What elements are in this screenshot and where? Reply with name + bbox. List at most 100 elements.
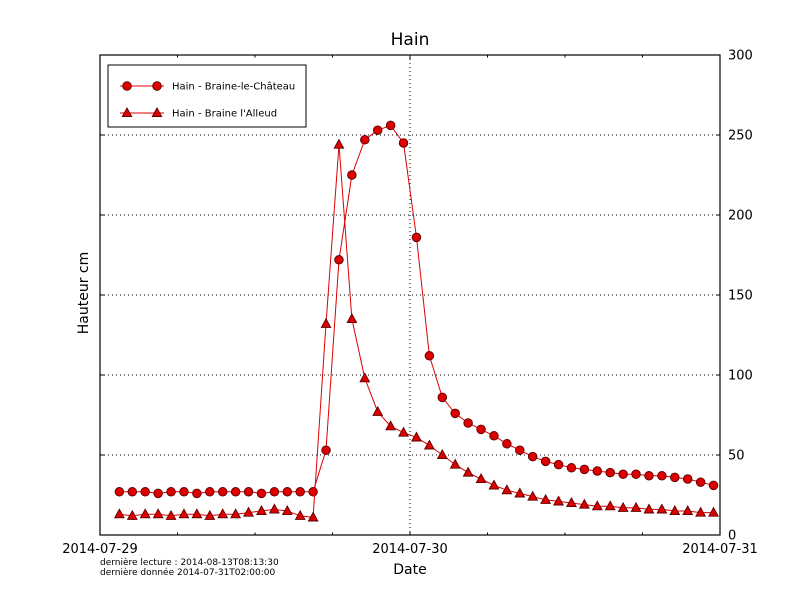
marker-triangle <box>501 484 513 495</box>
marker-circle <box>592 466 603 476</box>
marker-circle <box>540 456 551 467</box>
marker-circle <box>579 464 590 475</box>
marker-circle <box>605 467 615 478</box>
marker-triangle <box>436 449 448 460</box>
marker-circle <box>450 408 460 419</box>
marker-triangle <box>553 495 565 506</box>
marker-circle <box>566 463 577 473</box>
marker-triangle <box>113 508 125 519</box>
x-tick-label: 2014-07-31 <box>682 542 758 557</box>
marker-circle <box>347 170 357 180</box>
footnote-last-data: dernière donnée 2014-07-31T02:00:00 <box>100 568 276 578</box>
marker-circle <box>372 125 383 135</box>
legend-box <box>107 64 307 128</box>
marker-triangle <box>410 431 422 442</box>
marker-triangle <box>333 138 345 149</box>
marker-circle <box>140 487 150 497</box>
marker-circle <box>205 487 215 497</box>
marker-triangle <box>217 508 229 519</box>
y-tick-label: 150 <box>728 289 753 304</box>
marker-triangle <box>359 372 371 383</box>
marker-triangle <box>294 509 306 520</box>
marker-circle <box>424 351 435 361</box>
marker-triangle <box>604 500 616 511</box>
marker-circle <box>553 459 564 470</box>
marker-circle <box>644 471 654 481</box>
marker-circle <box>295 487 305 497</box>
series-braine-le-chateau <box>114 120 719 499</box>
marker-circle <box>476 424 486 435</box>
marker-circle <box>192 488 202 499</box>
marker-triangle <box>204 509 216 520</box>
marker-circle <box>695 477 706 487</box>
marker-triangle <box>191 508 203 519</box>
marker-circle <box>334 255 344 265</box>
marker-circle <box>360 135 370 145</box>
marker-triangle <box>565 497 577 508</box>
marker-triangle <box>449 458 461 469</box>
marker-triangle <box>320 317 332 328</box>
marker-circle <box>618 469 628 479</box>
marker-circle <box>166 487 176 497</box>
marker-circle <box>463 418 473 428</box>
legend-label: Hain - Braine-le-Château <box>172 81 295 93</box>
marker-circle <box>502 439 512 449</box>
marker-circle <box>127 487 138 497</box>
marker-triangle <box>527 490 539 501</box>
marker-triangle <box>475 473 487 484</box>
marker-circle <box>230 487 241 497</box>
marker-circle <box>515 445 525 455</box>
gridlines <box>100 55 720 535</box>
x-tick-label: 2014-07-29 <box>62 542 138 557</box>
marker-triangle <box>630 501 642 512</box>
tick-labels: 0 50 100 150 200 250 300 2014-07-29 2014-07-30 20… <box>62 49 758 558</box>
marker-circle <box>114 487 125 497</box>
marker-circle <box>153 488 163 499</box>
marker-triangle <box>372 405 384 416</box>
footnote-last-reading: dernière lecture : 2014-08-13T08:13:30 <box>100 558 279 568</box>
chart-title: Hain <box>390 30 430 50</box>
marker-triangle <box>281 505 293 516</box>
marker-circle <box>527 451 538 462</box>
marker-triangle <box>346 313 358 324</box>
marker-triangle <box>165 509 177 520</box>
marker-circle <box>670 472 680 483</box>
marker-triangle <box>152 508 164 519</box>
x-tick-label: 2014-07-30 <box>372 542 448 557</box>
marker-triangle <box>695 506 707 517</box>
marker-circle <box>631 469 641 479</box>
series-braine-l-alleud <box>113 138 720 522</box>
marker-triangle <box>385 420 397 431</box>
marker-triangle <box>255 505 267 516</box>
marker-triangle <box>178 508 190 519</box>
marker-circle <box>437 392 448 403</box>
y-tick-label: 0 <box>728 529 736 544</box>
marker-circle <box>411 232 422 243</box>
marker-triangle <box>708 506 720 517</box>
marker-circle <box>269 487 280 497</box>
marker-triangle <box>578 498 590 509</box>
marker-triangle <box>398 426 410 437</box>
marker-circle <box>321 445 331 455</box>
marker-triangle <box>643 503 655 514</box>
marker-triangle <box>656 503 668 514</box>
marker-circle <box>308 487 318 497</box>
marker-triangle <box>488 479 500 490</box>
marker-circle <box>708 480 719 491</box>
marker-triangle <box>243 506 255 517</box>
marker-triangle <box>462 466 474 477</box>
marker-triangle <box>230 508 242 519</box>
marker-triangle <box>540 493 552 504</box>
x-axis-label: Date <box>393 562 427 578</box>
legend-label: Hain - Braine l'Alleud <box>172 109 277 120</box>
axes-ticks <box>99 54 721 536</box>
marker-triangle <box>682 505 694 516</box>
legend-marker-triangle <box>121 107 133 118</box>
marker-triangle <box>617 501 629 512</box>
marker-triangle <box>139 508 151 519</box>
y-tick-label: 50 <box>728 449 745 464</box>
marker-triangle <box>126 509 138 520</box>
legend-marker-triangle <box>151 107 163 118</box>
